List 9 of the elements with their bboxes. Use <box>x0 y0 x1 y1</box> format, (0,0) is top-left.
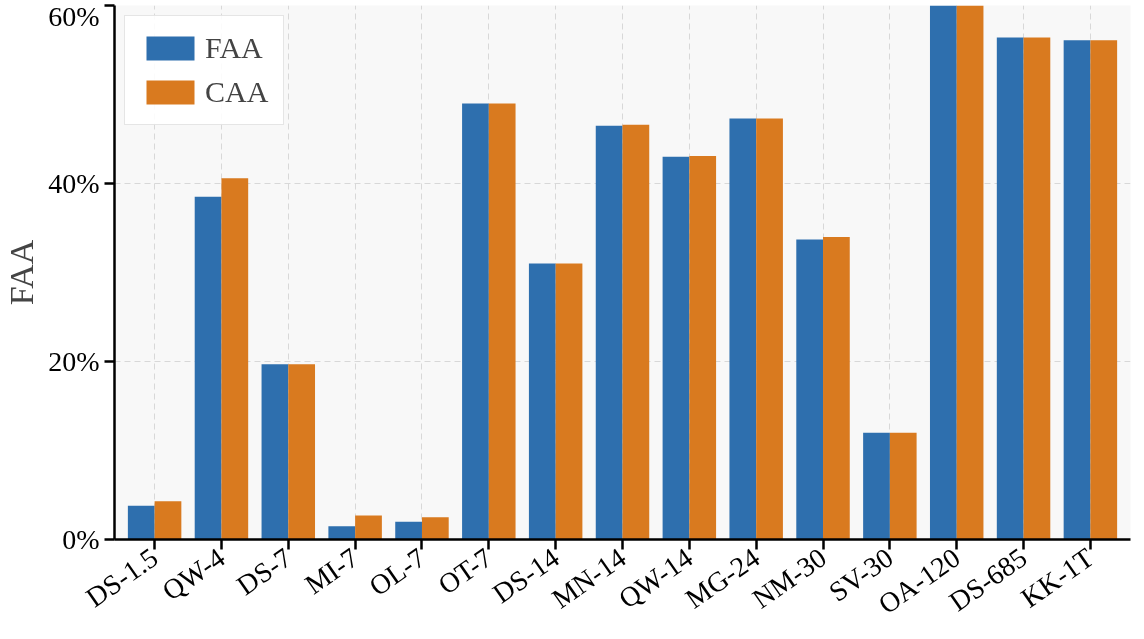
legend-label: FAA <box>205 31 263 65</box>
y-tick-label: 0% <box>62 524 100 555</box>
y-tick-label: 60% <box>48 0 100 32</box>
y-axis-title: FAA <box>3 239 41 306</box>
x-tick-label: OL-7 <box>363 541 431 602</box>
x-tick-label: MI-7 <box>299 541 365 601</box>
y-tick-label: 20% <box>48 346 100 377</box>
y-tick-label: 40% <box>48 168 100 199</box>
legend-label: CAA <box>205 75 269 109</box>
